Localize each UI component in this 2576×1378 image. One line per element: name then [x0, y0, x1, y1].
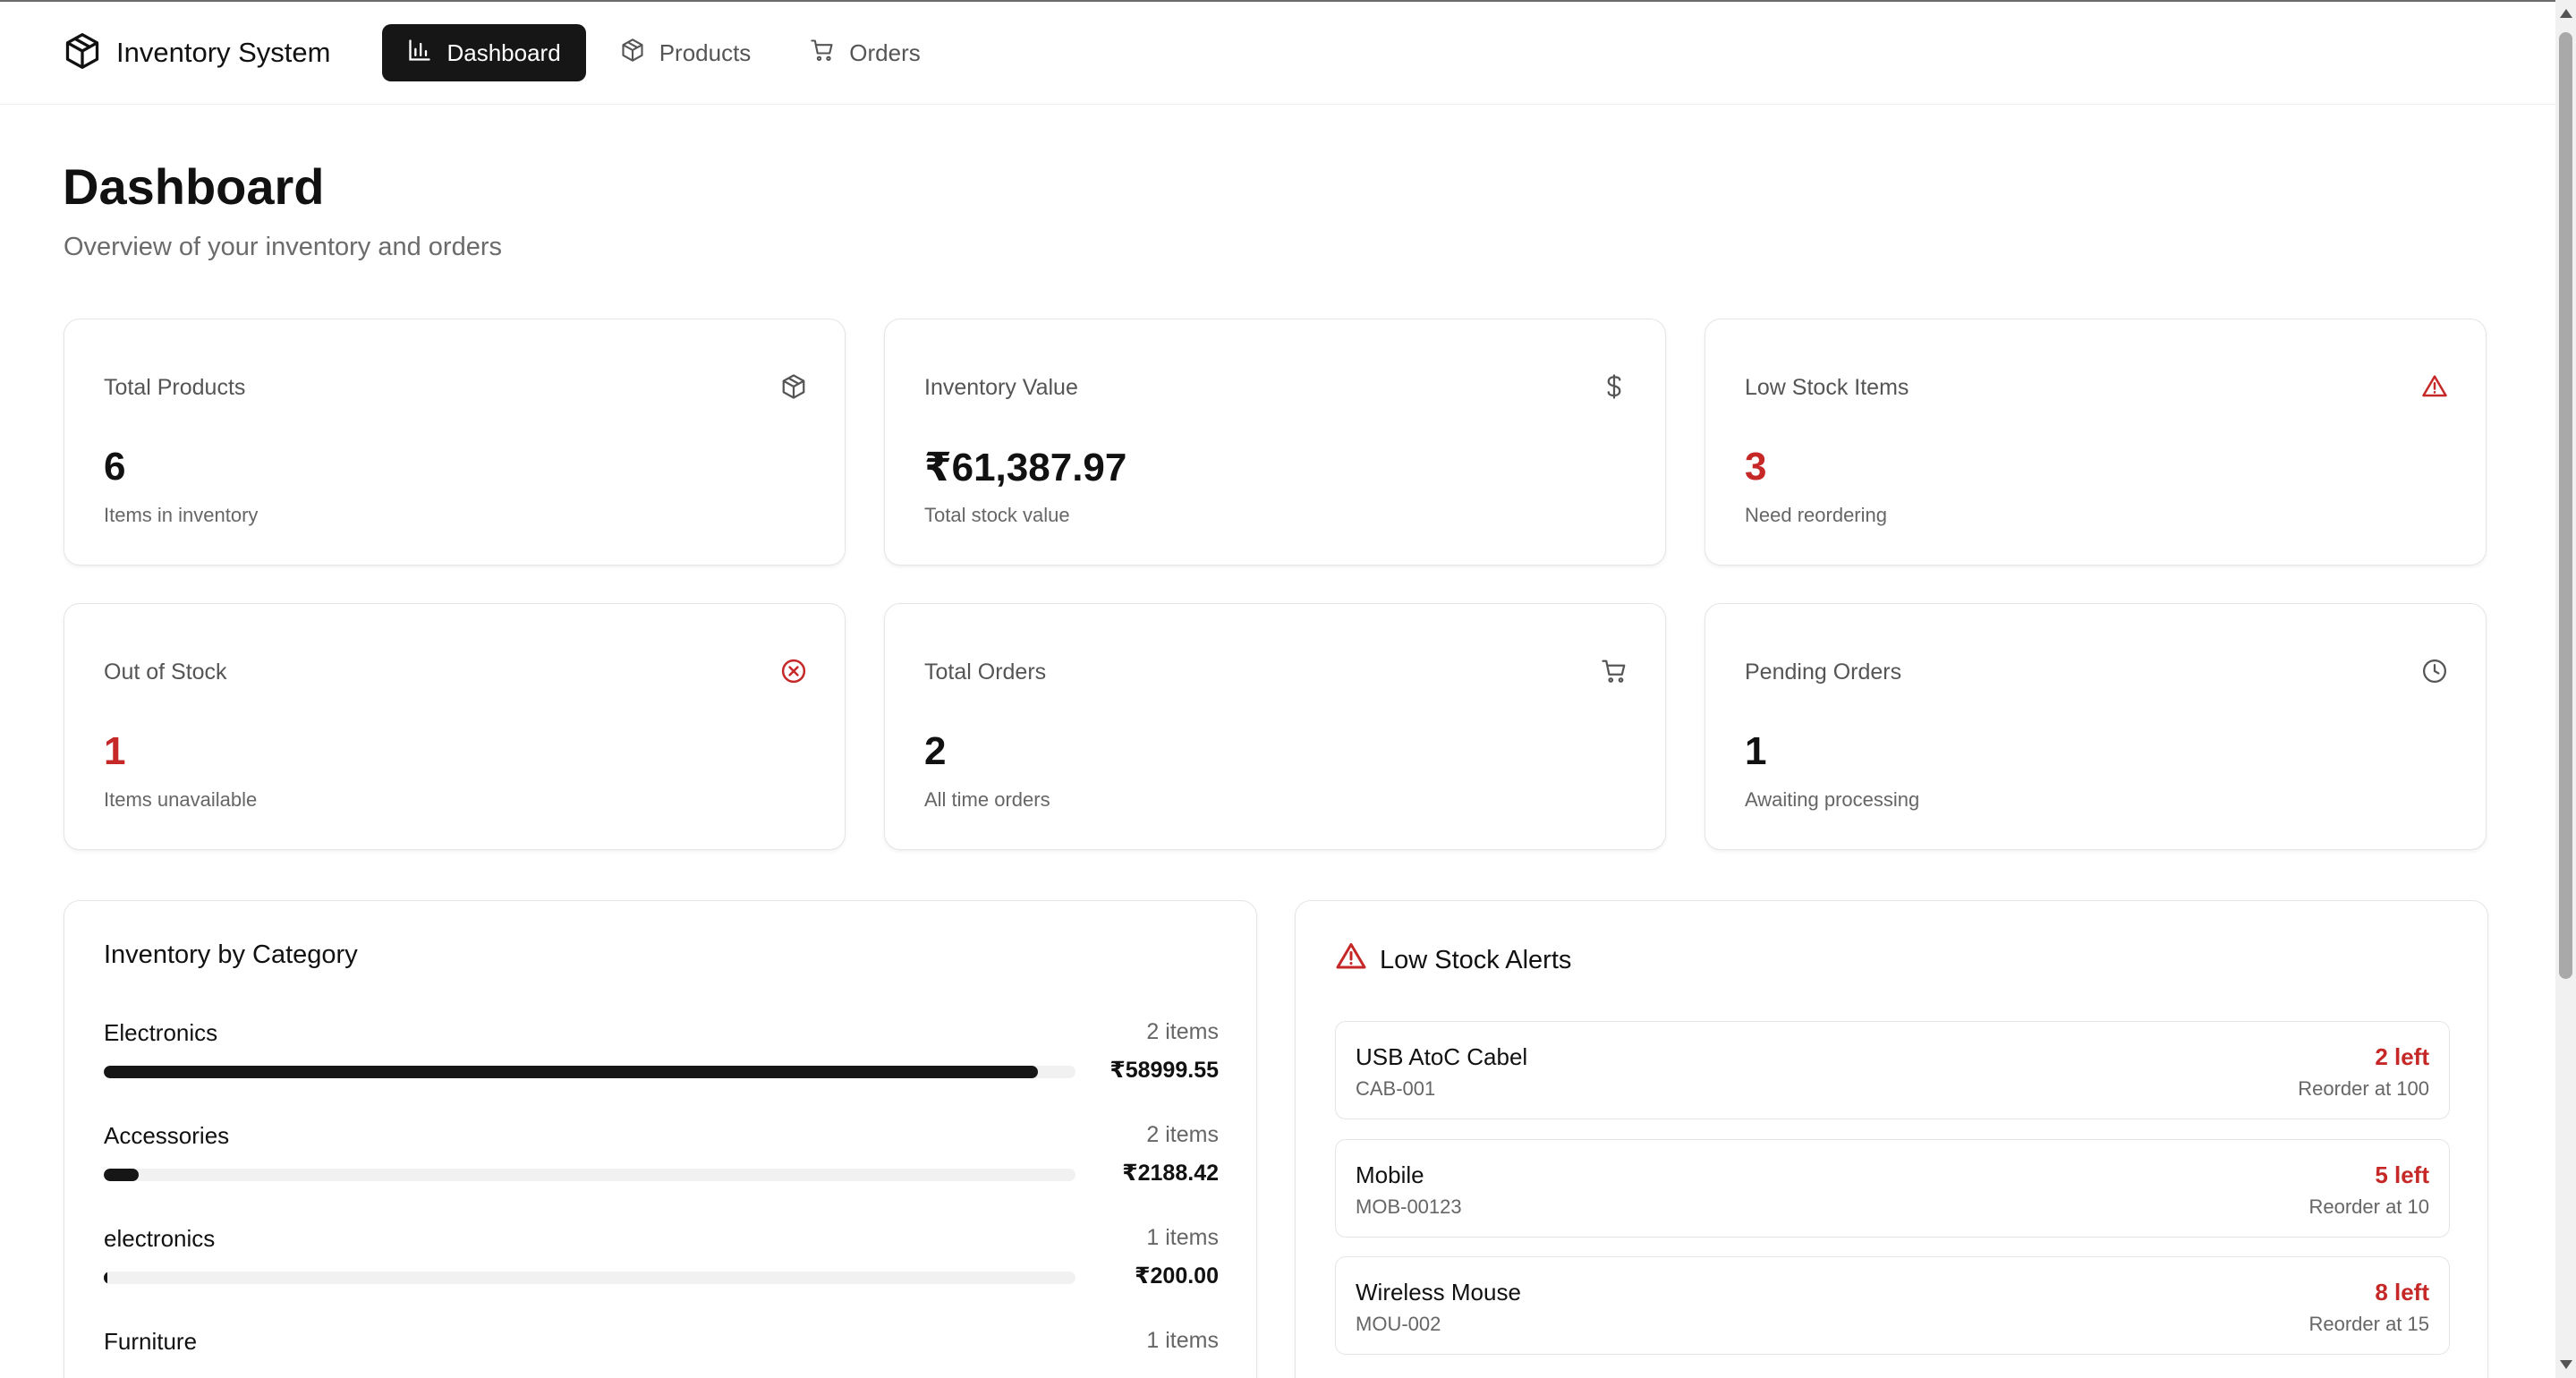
brand-name: Inventory System — [116, 37, 331, 68]
category-count: 1 items — [1146, 1328, 1219, 1353]
main-nav: Dashboard Products Orders — [382, 24, 954, 81]
stat-caption: Awaiting processing — [1745, 788, 1920, 811]
category-progress-fill — [104, 1169, 140, 1181]
low-stock-alert-item[interactable]: Mobile MOB-00123 5 left Reorder at 10 — [1335, 1139, 2450, 1238]
stock-left: 2 left — [2375, 1043, 2429, 1070]
scrollbar-thumb[interactable] — [2559, 32, 2572, 979]
panel-title: Low Stock Alerts — [1335, 940, 1571, 980]
panel-title: Inventory by Category — [104, 940, 358, 970]
category-row: electronics 1 items ₹200.00 — [104, 1225, 1219, 1314]
dollar-icon — [1601, 373, 1628, 400]
stat-value: 6 — [104, 445, 126, 489]
scroll-down-arrow-icon[interactable] — [2560, 1360, 2572, 1369]
stat-label: Pending Orders — [1745, 659, 1902, 685]
category-row: Electronics 2 items ₹58999.55 — [104, 1019, 1219, 1109]
category-count: 2 items — [1146, 1122, 1219, 1147]
cart-icon — [1601, 658, 1628, 685]
scroll-up-arrow-icon[interactable] — [2560, 9, 2572, 18]
category-progress-track — [104, 1169, 1075, 1181]
category-row: Furniture 1 items — [104, 1328, 1219, 1378]
clock-icon — [2421, 658, 2448, 685]
stat-card-low-stock: Low Stock Items 3 Need reordering — [1705, 319, 2487, 566]
stat-label: Out of Stock — [104, 659, 227, 685]
category-value: ₹2188.42 — [1122, 1161, 1219, 1186]
stock-left: 5 left — [2375, 1161, 2429, 1188]
stat-card-pending-orders: Pending Orders 1 Awaiting processing — [1705, 603, 2487, 850]
page-title: Dashboard — [63, 158, 325, 215]
top-navigation-bar: Inventory System Dashboard Products Orde… — [0, 0, 2555, 105]
category-progress-fill — [104, 1272, 107, 1284]
category-progress-fill — [104, 1066, 1038, 1078]
reorder-level: Reorder at 10 — [2308, 1195, 2429, 1218]
warning-icon — [1335, 940, 1380, 980]
category-name: Accessories — [104, 1122, 230, 1149]
bar-chart-icon — [407, 38, 446, 69]
box-icon — [63, 31, 102, 75]
stat-caption: Need reordering — [1745, 504, 1887, 526]
category-count: 2 items — [1146, 1019, 1219, 1044]
brand[interactable]: Inventory System — [63, 31, 330, 75]
category-progress-track — [104, 1066, 1075, 1078]
product-sku: CAB-001 — [1356, 1077, 1436, 1100]
category-name: Electronics — [104, 1019, 218, 1046]
reorder-level: Reorder at 15 — [2308, 1313, 2429, 1335]
category-count: 1 items — [1146, 1225, 1219, 1250]
stat-card-inventory-value: Inventory Value ₹61,387.97 Total stock v… — [884, 319, 1666, 566]
low-stock-alert-item[interactable]: USB AtoC Cabel CAB-001 2 left Reorder at… — [1335, 1021, 2450, 1119]
nav-dashboard[interactable]: Dashboard — [382, 24, 586, 81]
product-name: Mobile — [1356, 1161, 1424, 1188]
warning-icon — [2421, 373, 2448, 400]
product-name: USB AtoC Cabel — [1356, 1043, 1528, 1070]
category-name: electronics — [104, 1225, 216, 1252]
stat-value: 3 — [1745, 445, 1767, 489]
page-subtitle: Overview of your inventory and orders — [64, 233, 502, 261]
category-value: ₹200.00 — [1135, 1263, 1219, 1289]
stat-caption: Items in inventory — [104, 504, 259, 526]
reorder-level: Reorder at 100 — [2298, 1077, 2429, 1100]
nav-dashboard-label: Dashboard — [446, 38, 561, 66]
panel-title-text: Low Stock Alerts — [1380, 945, 1572, 974]
nav-orders-label: Orders — [849, 38, 921, 66]
stat-caption: Total stock value — [924, 504, 1070, 526]
inventory-by-category-panel: Inventory by Category Electronics 2 item… — [64, 900, 1257, 1378]
panel-title-text: Inventory by Category — [104, 940, 358, 969]
cart-icon — [810, 38, 849, 69]
vertical-scrollbar[interactable] — [2555, 0, 2576, 1378]
x-circle-icon — [780, 658, 807, 685]
stock-left: 8 left — [2375, 1279, 2429, 1306]
stat-label: Total Products — [104, 375, 246, 400]
nav-products-label: Products — [659, 38, 752, 66]
nav-orders[interactable]: Orders — [785, 24, 945, 81]
box-icon — [620, 38, 659, 69]
category-value: ₹58999.55 — [1109, 1058, 1219, 1083]
stat-value: 1 — [1745, 729, 1767, 773]
stat-caption: All time orders — [924, 788, 1050, 811]
low-stock-alert-item[interactable]: Wireless Mouse MOU-002 8 left Reorder at… — [1335, 1256, 2450, 1355]
product-name: Wireless Mouse — [1356, 1279, 1521, 1306]
stat-value: 1 — [104, 729, 126, 773]
stat-label: Total Orders — [924, 659, 1047, 685]
stat-card-total-products: Total Products 6 Items in inventory — [64, 319, 846, 566]
category-progress-track — [104, 1272, 1075, 1284]
stat-label: Inventory Value — [924, 375, 1078, 400]
category-name: Furniture — [104, 1328, 198, 1355]
box-icon — [780, 373, 807, 400]
stat-value: ₹61,387.97 — [924, 446, 1127, 489]
stat-caption: Items unavailable — [104, 788, 258, 811]
product-sku: MOB-00123 — [1356, 1195, 1462, 1218]
product-sku: MOU-002 — [1356, 1313, 1441, 1335]
category-row: Accessories 2 items ₹2188.42 — [104, 1122, 1219, 1212]
stat-value: 2 — [924, 729, 947, 773]
low-stock-alerts-panel: Low Stock Alerts USB AtoC Cabel CAB-001 … — [1295, 900, 2488, 1378]
stat-label: Low Stock Items — [1745, 375, 1909, 400]
nav-products[interactable]: Products — [595, 24, 777, 81]
stat-card-out-of-stock: Out of Stock 1 Items unavailable — [64, 603, 846, 850]
stat-card-total-orders: Total Orders 2 All time orders — [884, 603, 1666, 850]
